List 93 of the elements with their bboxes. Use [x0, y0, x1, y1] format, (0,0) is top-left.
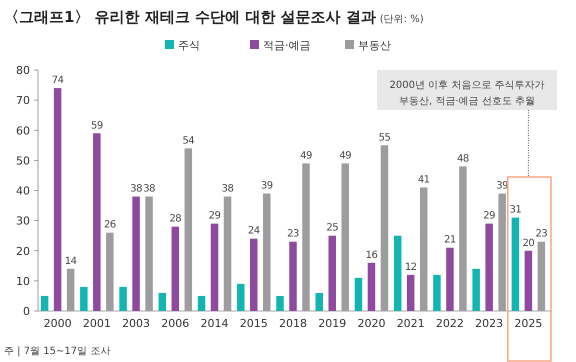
data-label: 49	[339, 150, 352, 162]
y-tick-label: 60	[16, 124, 30, 138]
bar	[512, 218, 520, 311]
data-label: 74	[52, 75, 64, 86]
data-label: 25	[326, 222, 338, 234]
bar	[394, 236, 402, 311]
bar	[538, 242, 546, 311]
data-label: 28	[169, 214, 182, 225]
data-label: 29	[208, 210, 221, 222]
data-label: 31	[510, 204, 522, 216]
data-label: 16	[366, 250, 378, 261]
legend-label: 부동산	[358, 39, 391, 52]
data-label: 59	[90, 120, 103, 132]
bar	[80, 286, 88, 311]
title: 〈그래프1〉 유리한 재테크 수단에 대한 설문조사 결과 (단위: %)	[4, 8, 424, 26]
bar	[237, 284, 245, 311]
bar	[224, 196, 232, 311]
data-label: 12	[404, 262, 417, 273]
bar	[250, 238, 258, 311]
y-tick-label: 10	[16, 274, 30, 288]
bar	[420, 187, 428, 311]
bar	[380, 145, 388, 311]
legend-label: 주식	[178, 39, 200, 52]
y-tick-label: 30	[16, 214, 30, 228]
bar	[354, 278, 362, 311]
bar	[106, 232, 114, 311]
y-tick-label: 80	[16, 64, 30, 77]
bar	[132, 196, 140, 311]
y-tick-label: 20	[16, 244, 30, 258]
x-tick-label: 2000	[44, 317, 72, 330]
x-tick-label: 2019	[318, 317, 346, 330]
bar	[472, 268, 480, 311]
bar	[302, 163, 310, 311]
bar	[40, 296, 48, 311]
data-label: 23	[287, 228, 299, 240]
legend-label: 적금·예금	[263, 39, 310, 52]
bar	[184, 148, 192, 311]
x-tick-label: 2001	[82, 317, 111, 330]
data-label: 49	[300, 150, 312, 162]
x-tick-label: 2020	[357, 317, 386, 330]
data-label: 38	[222, 184, 234, 195]
x-tick-label: 2006	[161, 317, 190, 330]
bar	[210, 224, 218, 311]
bar	[341, 163, 349, 311]
bar	[498, 194, 506, 311]
bar	[368, 262, 376, 311]
bar	[276, 296, 284, 311]
annotation: 2000년 이후 처음으로 주식투자가 부동산, 적금·예금 선호도 추월	[390, 80, 544, 107]
bar	[172, 226, 180, 311]
data-label: 48	[457, 153, 469, 164]
data-label: 54	[182, 135, 194, 146]
bar	[119, 286, 127, 311]
bar	[485, 224, 493, 311]
x-tick-label: 2003	[122, 317, 150, 330]
bar	[433, 274, 441, 311]
bar	[459, 166, 467, 311]
bar	[93, 133, 101, 311]
data-label: 41	[418, 174, 430, 186]
bar	[406, 274, 414, 311]
data-label: 26	[104, 220, 116, 231]
x-tick-label: 2023	[475, 317, 504, 330]
data-label: 20	[522, 238, 534, 249]
x-tick-label: 2018	[279, 317, 307, 330]
text: 주 | 7월 15~17일 조사	[4, 346, 110, 357]
y-tick-label: 40	[16, 184, 30, 198]
data-label: 24	[248, 226, 260, 237]
data-label: 14	[64, 256, 77, 267]
bar	[198, 296, 206, 311]
data-label: 39	[260, 180, 273, 192]
bar	[66, 268, 74, 311]
y-tick-label: 50	[16, 154, 30, 168]
x-tick-label: 2022	[436, 317, 464, 330]
data-label: 38	[130, 184, 142, 195]
bar	[145, 196, 153, 311]
x-tick-label: 2014	[200, 317, 229, 330]
bar	[158, 292, 166, 311]
bar	[263, 194, 271, 311]
bar	[524, 250, 532, 311]
data-label: 55	[378, 132, 390, 144]
y-tick-label: 70	[16, 94, 30, 108]
x-tick-label: 2025	[514, 317, 542, 330]
bar	[446, 248, 454, 311]
data-label: 38	[143, 184, 156, 195]
data-label: 21	[444, 234, 456, 246]
data-label: 23	[536, 228, 548, 240]
y-tick-label: 0	[23, 305, 30, 318]
bar	[315, 292, 323, 311]
x-tick-label: 2015	[240, 317, 268, 330]
bar	[328, 236, 336, 311]
bar	[289, 242, 297, 311]
data-label: 29	[483, 210, 496, 222]
bar	[54, 88, 62, 311]
x-tick-label: 2021	[396, 317, 425, 330]
